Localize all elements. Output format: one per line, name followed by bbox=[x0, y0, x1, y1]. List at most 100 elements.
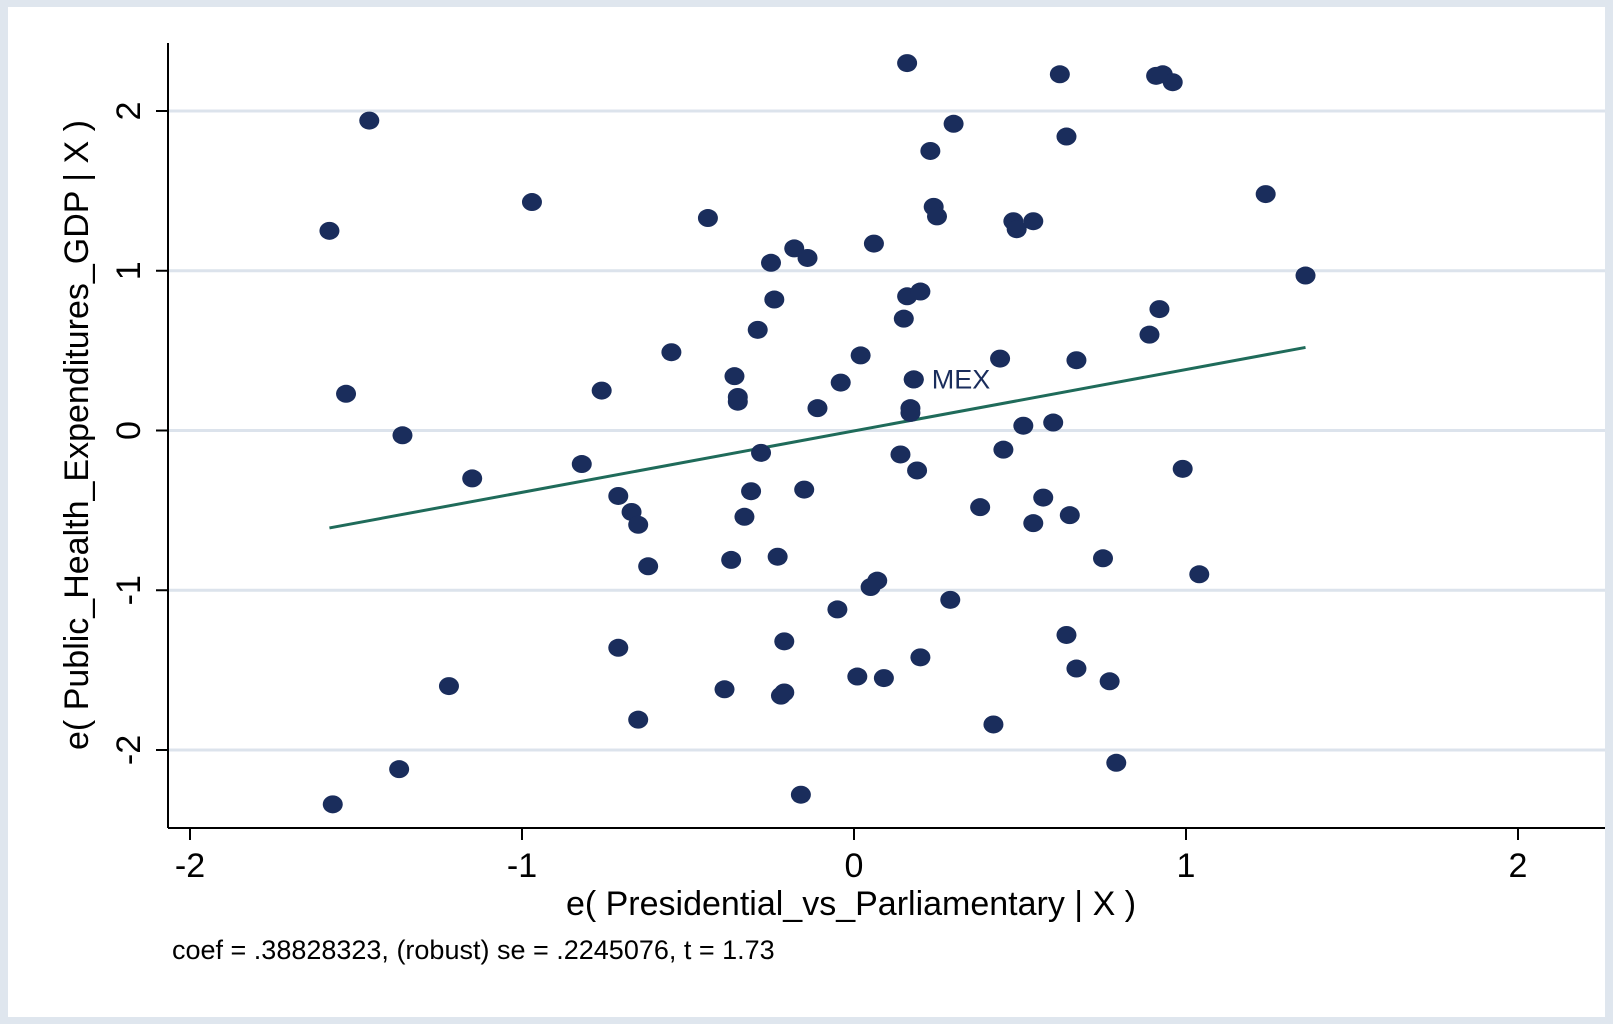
scatter-point-21 bbox=[797, 248, 818, 267]
scatter-point-33 bbox=[1066, 351, 1087, 370]
scatter-point-68 bbox=[1189, 565, 1210, 584]
scatter-point-73 bbox=[1056, 625, 1077, 644]
scatter-point-25 bbox=[764, 290, 785, 309]
scatter-point-61 bbox=[734, 507, 755, 526]
scatter-point-76 bbox=[910, 648, 931, 667]
scatter-point-55 bbox=[741, 482, 762, 501]
scatter-point-31 bbox=[850, 346, 871, 365]
regression-note: coef = .38828323, (robust) se = .2245076… bbox=[172, 935, 775, 965]
scatter-point-78 bbox=[847, 667, 868, 686]
scatter-point-24 bbox=[910, 282, 931, 301]
y-tick-label-2: 0 bbox=[110, 421, 148, 440]
scatter-point-47 bbox=[890, 445, 911, 464]
scatter-point-8 bbox=[920, 141, 941, 160]
scatter-point-22 bbox=[1295, 266, 1316, 285]
scatter-point-67 bbox=[638, 557, 659, 576]
scatter-point-53 bbox=[1172, 459, 1193, 478]
scatter-point-29 bbox=[1139, 325, 1160, 344]
scatter-point-40 bbox=[727, 392, 748, 411]
scatter-point-85 bbox=[628, 710, 649, 729]
scatter-point-54 bbox=[794, 480, 815, 499]
scatter-point-89 bbox=[790, 785, 811, 804]
scatter-point-79 bbox=[873, 669, 894, 688]
scatter-point-60 bbox=[1059, 506, 1080, 525]
scatter-point-80 bbox=[1099, 672, 1120, 691]
scatter-point-36 bbox=[830, 373, 851, 392]
x-axis-title: e( Presidential_vs_Parliamentary | X ) bbox=[566, 885, 1136, 923]
scatter-points bbox=[319, 54, 1316, 814]
scatter-point-27 bbox=[1149, 300, 1170, 319]
scatter-point-17 bbox=[1023, 212, 1044, 231]
scatter-point-28 bbox=[747, 320, 768, 339]
scatter-point-26 bbox=[893, 309, 914, 328]
plot-area bbox=[168, 43, 1605, 828]
scatter-point-42 bbox=[900, 403, 921, 422]
scatter-point-74 bbox=[608, 638, 629, 657]
scatter-point-9 bbox=[319, 221, 340, 240]
scatter-point-75 bbox=[774, 632, 795, 651]
scatter-point-38 bbox=[591, 381, 612, 400]
x-tick-label-2: 0 bbox=[845, 847, 864, 885]
scatter-point-50 bbox=[571, 455, 592, 474]
scatter-point-57 bbox=[1033, 488, 1054, 507]
point-label-mex: MEX bbox=[932, 364, 991, 394]
scatter-point-35 bbox=[724, 367, 745, 386]
chart-frame: -2 -1 0 1 2 -2 -1 0 1 2 MEX e( Presidential_vs_Pa… bbox=[8, 7, 1605, 1017]
scatter-point-37 bbox=[336, 384, 357, 403]
scatter-point-71 bbox=[940, 590, 961, 609]
scatter-point-18 bbox=[863, 234, 884, 253]
scatter-point-81 bbox=[438, 677, 459, 696]
scatter-point-mex bbox=[903, 370, 924, 389]
scatter-point-82 bbox=[714, 680, 735, 699]
scatter-point-46 bbox=[1013, 416, 1034, 435]
scatter-point-30 bbox=[661, 343, 682, 362]
scatter-point-65 bbox=[767, 547, 788, 566]
scatter-point-43 bbox=[807, 399, 828, 418]
y-tick-label-1: -1 bbox=[110, 575, 148, 605]
scatter-point-58 bbox=[970, 498, 991, 517]
fit-line bbox=[329, 345, 1306, 530]
scatter-point-66 bbox=[1093, 549, 1113, 568]
y-axis-title: e( Public_Health_Expenditures_GDP | X ) bbox=[58, 120, 96, 750]
y-tick-label-3: 1 bbox=[110, 261, 148, 280]
scatter-point-88 bbox=[1106, 753, 1127, 772]
x-tick-label-4: 2 bbox=[1509, 847, 1528, 885]
x-tick-label-0: -2 bbox=[175, 847, 205, 885]
x-tick-label-3: 1 bbox=[1177, 847, 1196, 885]
scatter-point-72 bbox=[827, 600, 848, 619]
scatter-point-77 bbox=[1066, 659, 1087, 678]
scatter-point-52 bbox=[462, 469, 483, 488]
scatter-point-12 bbox=[697, 209, 718, 228]
scatter-point-70 bbox=[860, 578, 881, 597]
scatter-point-20 bbox=[761, 253, 781, 272]
scatter-point-10 bbox=[521, 193, 542, 212]
y-tick-label-0: -2 bbox=[110, 735, 148, 765]
x-tick-label-1: -1 bbox=[507, 847, 537, 885]
scatter-point-7 bbox=[1056, 127, 1077, 146]
scatter-point-16 bbox=[1006, 220, 1027, 239]
scatter-point-51 bbox=[907, 461, 928, 480]
scatter-point-11 bbox=[1255, 185, 1276, 204]
scatter-point-14 bbox=[927, 207, 947, 226]
scatter-point-6 bbox=[943, 114, 964, 133]
scatter-point-45 bbox=[1043, 413, 1064, 432]
scatter-point-44 bbox=[392, 426, 413, 445]
fit-line-layer bbox=[329, 345, 1306, 530]
scatter-point-84 bbox=[770, 686, 791, 705]
scatter-point-0 bbox=[897, 54, 918, 73]
scatter-point-56 bbox=[608, 486, 629, 505]
scatter-point-19 bbox=[784, 239, 805, 258]
scatter-point-63 bbox=[628, 515, 649, 534]
scatter-point-1 bbox=[1049, 65, 1070, 84]
scatter-point-86 bbox=[983, 715, 1004, 734]
scatter-point-4 bbox=[1162, 73, 1183, 92]
axis-ticks: -2 -1 0 1 2 -2 -1 0 1 2 bbox=[110, 102, 1527, 885]
scatter-point-62 bbox=[1023, 514, 1044, 533]
scatter-point-87 bbox=[389, 760, 410, 779]
scatter-point-32 bbox=[990, 349, 1011, 368]
y-tick-label-4: 2 bbox=[110, 102, 148, 121]
scatter-point-64 bbox=[721, 550, 742, 569]
scatter-point-48 bbox=[993, 440, 1014, 459]
scatter-point-90 bbox=[322, 795, 343, 814]
scatter-point-49 bbox=[751, 443, 772, 462]
